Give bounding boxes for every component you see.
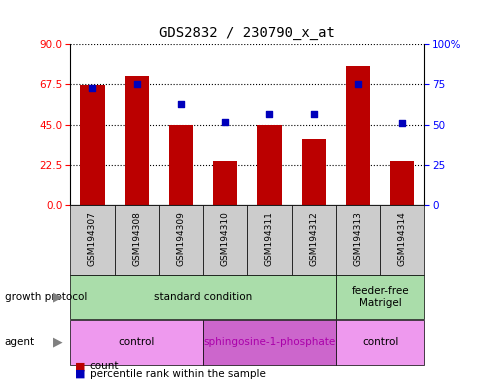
Bar [335,275,424,319]
Bar [379,205,424,275]
Text: GSM194312: GSM194312 [309,211,318,266]
Bar [70,275,335,319]
Text: feeder-free
Matrigel: feeder-free Matrigel [350,286,408,308]
Text: GSM194309: GSM194309 [176,211,185,266]
Text: agent: agent [5,337,35,348]
Bar [389,161,413,205]
Bar [168,125,193,205]
Bar [70,320,203,365]
Text: GSM194313: GSM194313 [353,211,362,266]
Title: GDS2832 / 230790_x_at: GDS2832 / 230790_x_at [159,26,334,40]
Bar [203,205,247,275]
Text: GSM194308: GSM194308 [132,211,141,266]
Text: GSM194314: GSM194314 [397,211,406,266]
Text: percentile rank within the sample: percentile rank within the sample [90,369,265,379]
Text: count: count [90,361,119,371]
Bar [70,205,114,275]
Bar [345,66,369,205]
Text: standard condition: standard condition [153,292,252,302]
Text: ■: ■ [75,369,86,379]
Point [353,81,361,88]
Text: GSM194307: GSM194307 [88,211,97,266]
Point [397,120,405,126]
Text: growth protocol: growth protocol [5,292,87,302]
Text: GSM194311: GSM194311 [264,211,273,266]
Bar [114,205,158,275]
Bar [203,320,335,365]
Bar [158,205,203,275]
Bar [80,85,105,205]
Bar [212,161,237,205]
Bar [291,205,335,275]
Bar [247,205,291,275]
Bar [301,139,325,205]
Text: control: control [118,337,154,348]
Text: control: control [361,337,397,348]
Point [309,111,317,117]
Bar [335,320,424,365]
Point [89,84,96,91]
Bar [257,125,281,205]
Text: ■: ■ [75,361,86,371]
Text: GSM194310: GSM194310 [220,211,229,266]
Point [265,111,273,117]
Point [133,81,140,88]
Bar [124,76,149,205]
Point [177,101,184,107]
Text: ▶: ▶ [53,291,63,303]
Text: sphingosine-1-phosphate: sphingosine-1-phosphate [203,337,335,348]
Text: ▶: ▶ [53,336,63,349]
Bar [335,205,379,275]
Point [221,119,228,125]
